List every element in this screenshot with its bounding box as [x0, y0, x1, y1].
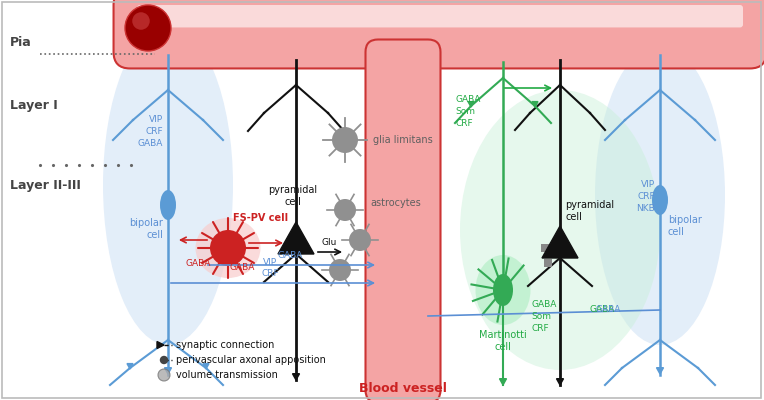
Bar — [541, 244, 549, 252]
Ellipse shape — [493, 274, 513, 306]
Circle shape — [334, 199, 356, 221]
Text: Glu: Glu — [322, 238, 337, 247]
Bar — [544, 259, 552, 267]
Text: GABA: GABA — [230, 264, 255, 272]
Polygon shape — [468, 102, 474, 107]
Circle shape — [332, 127, 358, 153]
Text: Pia: Pia — [10, 36, 32, 48]
Text: pyramidal
cell: pyramidal cell — [565, 200, 614, 222]
FancyBboxPatch shape — [114, 0, 764, 68]
Ellipse shape — [652, 185, 668, 215]
Text: Layer I: Layer I — [10, 98, 58, 112]
Text: volume transmission: volume transmission — [176, 370, 278, 380]
Circle shape — [349, 229, 371, 251]
Text: GABA: GABA — [590, 306, 615, 314]
Polygon shape — [127, 364, 133, 369]
Text: GABA: GABA — [186, 258, 212, 268]
Text: Layer II-III: Layer II-III — [10, 178, 81, 192]
Ellipse shape — [160, 190, 176, 220]
Polygon shape — [542, 226, 578, 258]
Text: VIP
CRF: VIP CRF — [261, 258, 279, 278]
Circle shape — [210, 230, 246, 266]
Text: synaptic connection: synaptic connection — [176, 340, 274, 350]
Text: VIP
CRF
GABA: VIP CRF GABA — [138, 115, 163, 148]
Text: glia limitans: glia limitans — [373, 135, 432, 145]
Text: bipolar
cell: bipolar cell — [668, 215, 702, 238]
Text: GABA
Som
CRF: GABA Som CRF — [455, 95, 481, 128]
Polygon shape — [293, 374, 299, 380]
Circle shape — [158, 369, 170, 381]
Polygon shape — [278, 222, 314, 254]
Circle shape — [132, 12, 150, 30]
Text: perivascular axonal apposition: perivascular axonal apposition — [176, 355, 326, 365]
Text: GABA: GABA — [277, 251, 303, 260]
Ellipse shape — [196, 218, 261, 278]
Text: astrocytes: astrocytes — [370, 198, 421, 208]
Ellipse shape — [595, 45, 725, 345]
Circle shape — [160, 356, 167, 364]
FancyBboxPatch shape — [137, 5, 743, 28]
FancyBboxPatch shape — [365, 40, 441, 400]
Polygon shape — [164, 368, 171, 374]
Text: VIP
CRF
NKB: VIP CRF NKB — [636, 180, 655, 213]
Text: pyramidal
cell: pyramidal cell — [268, 185, 318, 207]
Ellipse shape — [460, 90, 660, 370]
Ellipse shape — [103, 25, 233, 345]
Text: FS-PV cell: FS-PV cell — [233, 213, 288, 223]
Polygon shape — [157, 342, 164, 348]
Text: Martinotti
cell: Martinotti cell — [479, 330, 527, 352]
Polygon shape — [656, 368, 663, 374]
Text: Blood vessel: Blood vessel — [359, 382, 447, 395]
Text: GABA: GABA — [595, 306, 620, 314]
Polygon shape — [532, 102, 538, 107]
Ellipse shape — [475, 255, 530, 325]
Text: GABA
Som
CRF: GABA Som CRF — [531, 300, 556, 333]
Text: bipolar
cell: bipolar cell — [129, 218, 163, 240]
Circle shape — [125, 5, 171, 51]
Polygon shape — [203, 364, 209, 369]
Circle shape — [329, 259, 351, 281]
Polygon shape — [500, 379, 507, 385]
Polygon shape — [556, 379, 564, 385]
